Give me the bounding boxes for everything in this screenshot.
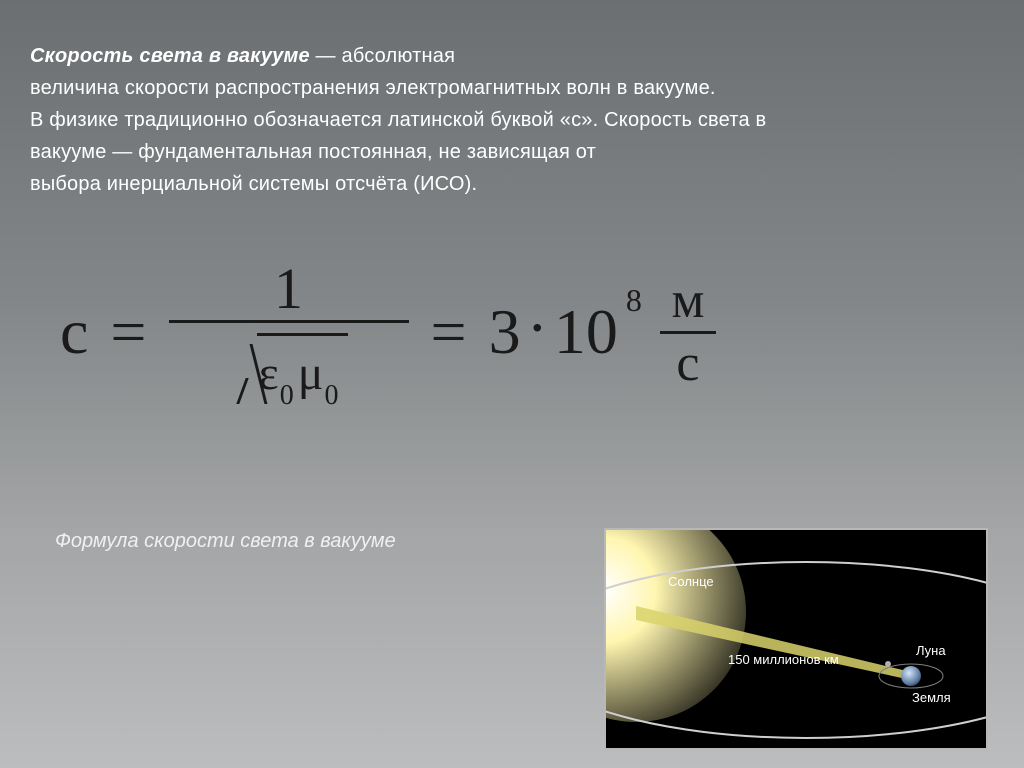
epsilon-sub: 0 — [280, 382, 294, 410]
body-text: Скорость света в вакууме — абсолютная ве… — [30, 20, 994, 220]
earth-icon — [901, 666, 921, 686]
sun-label: Солнце — [668, 574, 714, 589]
equals-sign-2: = — [431, 300, 467, 364]
para-line-5: выбора инерциальной системы отсчёта (ИСО… — [30, 173, 477, 195]
lead-tail: — абсолютная — [310, 45, 455, 67]
radicand: ε 0 μ 0 — [259, 350, 343, 398]
numerator: 1 — [274, 260, 303, 320]
formula-caption: Формула скорости света в вакууме — [55, 530, 396, 553]
mu-sub: 0 — [324, 382, 338, 410]
unit-den: с — [676, 334, 699, 394]
earth-label: Земля — [912, 690, 951, 705]
beam-label: 150 миллионов км — [728, 652, 839, 667]
equals-sign: = — [110, 300, 146, 364]
para-line-4: вакууме — фундаментальная постоянная, не… — [30, 141, 596, 163]
solar-diagram: Солнце 150 миллионов км Луна Земля — [604, 528, 988, 750]
formula-lhs: c — [60, 300, 88, 364]
para-line-3: В физике традиционно обозначается латинс… — [30, 109, 766, 131]
radical: ε 0 μ 0 — [229, 333, 349, 404]
rhs-dot: · — [527, 296, 548, 360]
unit-fraction: м с — [660, 271, 716, 394]
unit-num: м — [671, 271, 704, 331]
formula: c = 1 ε 0 μ 0 = 3 · 10 8 м — [60, 260, 716, 404]
denominator: ε 0 μ 0 — [229, 323, 349, 404]
rhs: 3 · 10 8 м с — [489, 271, 716, 394]
rhs-base: 10 — [554, 300, 618, 364]
para-line-2: величина скорости распространения электр… — [30, 77, 716, 99]
rhs-coeff: 3 — [489, 300, 521, 364]
moon-label: Луна — [916, 643, 946, 658]
mu: μ — [298, 350, 324, 398]
moon-icon — [885, 661, 891, 667]
radical-roof: ε 0 μ 0 — [257, 333, 349, 404]
solar-diagram-svg: Солнце 150 миллионов км Луна Земля — [606, 530, 986, 748]
radical-tick-icon — [229, 344, 257, 404]
paragraph: Скорость света в вакууме — абсолютная ве… — [30, 40, 994, 200]
rhs-exp: 8 — [626, 284, 642, 316]
fraction: 1 ε 0 μ 0 — [169, 260, 409, 404]
lead-term: Скорость света в вакууме — [30, 45, 310, 67]
